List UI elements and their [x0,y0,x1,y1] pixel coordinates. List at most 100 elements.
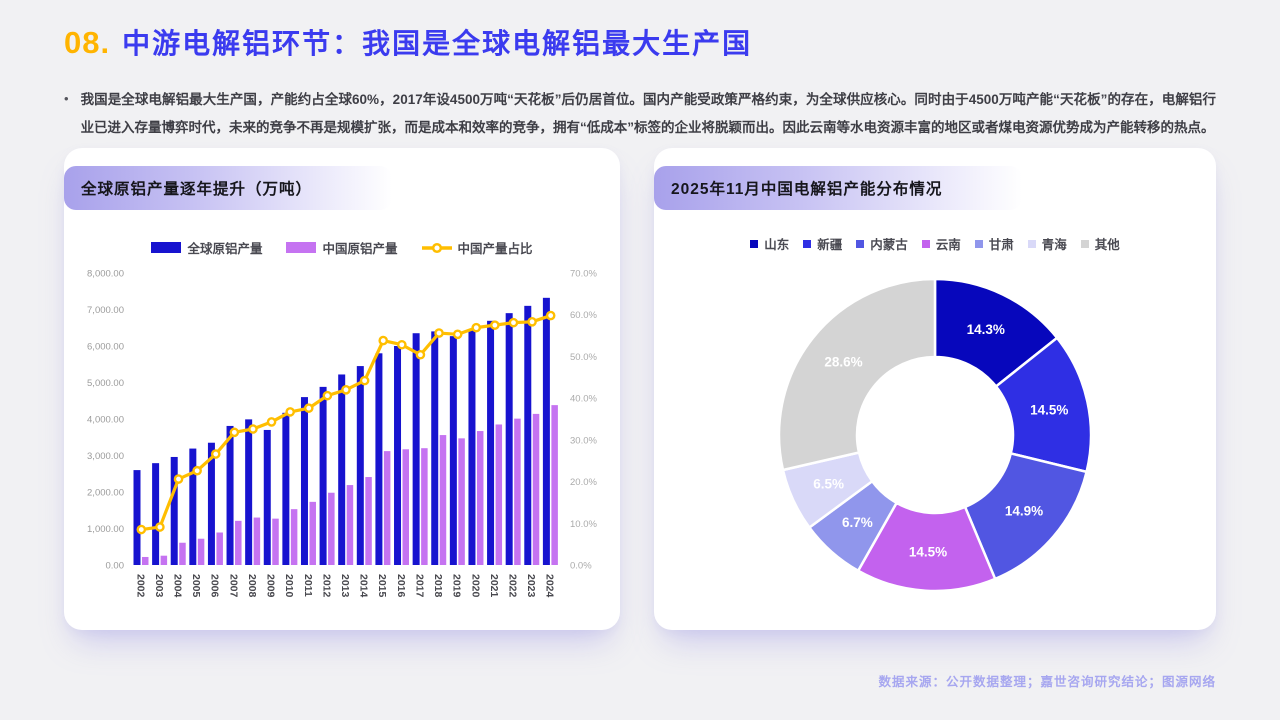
legend-swatch-icon [750,239,759,248]
bar-global [282,412,290,565]
line-point [434,328,444,338]
x-axis-tick: 2011 [302,574,314,597]
y-axis-right-tick: 10.0% [570,519,597,530]
x-axis-tick: 2008 [246,574,258,598]
legend-item: 甘肃 [974,234,1014,253]
line-point [155,522,165,532]
x-axis-tick: 2020 [469,574,481,598]
y-axis-right-tick: 20.0% [570,477,597,488]
legend-swatch-icon [856,239,865,248]
bar-global [245,419,253,565]
line-point [452,329,463,340]
bar-china [532,413,540,565]
line-point [545,310,556,321]
bar-global [449,336,457,565]
line-point [285,407,295,417]
legend-label: 中国产量占比 [457,242,533,256]
x-axis-tick: 2004 [172,574,184,598]
donut-slice-label: 14.5% [1030,402,1068,417]
bar-china [514,418,521,565]
bar-global [189,448,197,565]
bar-china [495,424,503,565]
bar-global [542,297,550,565]
line-point [415,349,426,360]
legend-swatch-icon [921,239,930,248]
donut-slice-label: 6.5% [813,476,844,491]
line-point [508,317,519,328]
bar-global [412,333,420,565]
x-axis-tick: 2010 [283,574,295,598]
line-point [303,403,314,413]
line-point [359,375,370,386]
x-axis-tick: 2002 [134,574,146,598]
bar-china [402,449,410,565]
page-title: 中游电解铝环节：我国是全球电解铝最大生产国 [122,28,753,59]
line-point [173,474,184,484]
bar-global [226,425,234,565]
line-point [210,449,221,459]
bar-china [551,405,558,565]
bar-china [216,532,223,565]
line-point [490,320,500,330]
bar-china [476,431,484,565]
x-axis-tick: 2024 [544,574,556,598]
bar-global [431,331,439,565]
x-axis-tick: 2012 [320,574,332,598]
bar-china [197,538,205,565]
x-axis-tick: 2015 [376,574,388,598]
bar-china [160,555,168,565]
intro-text: 我国是全球电解铝最大生产国，产能约占全球60%，2017年设4500万吨“天花板… [80,92,1216,135]
y-axis-left-tick: 1,000.00 [87,524,124,535]
donut-chart-card: 2025年11月中国电解铝产能分布情况 山东 新疆 内蒙古 云南 甘肃 青海 其他 14.3… [654,148,1216,630]
bar-global [468,329,476,565]
legend-item: 全球原铝产量 [151,238,262,257]
legend-item: 中国原铝产量 [286,238,398,257]
legend-item: 新疆 [803,234,842,253]
line-point [192,465,202,476]
bar-china [383,451,391,565]
line-point [527,317,537,327]
legend-item: 其他 [1080,234,1120,253]
y-axis-left-tick: 0.00 [106,561,125,572]
page-header: 08. 中游电解铝环节：我国是全球电解铝最大生产国 [64,22,752,62]
bar-china [458,438,465,565]
line-point [322,390,333,401]
x-axis-tick: 2003 [153,574,165,598]
intro-paragraph: • 我国是全球电解铝最大生产国，产能约占全球60%，2017年设4500万吨“天… [64,86,1216,141]
x-axis-tick: 2019 [451,574,463,598]
bar-china [142,556,149,565]
legend-swatch-icon [286,242,317,253]
bar-china [253,517,261,565]
legend-label: 全球原铝产量 [187,242,263,256]
bar-global [319,386,327,565]
x-axis-tick: 2006 [209,574,221,598]
bar-global [505,313,513,565]
data-source: 数据来源：公开数据整理；嘉世咨询研究结论；图源网络 [878,675,1216,689]
bar-global [524,305,532,565]
donut-slice-label: 6.7% [842,515,873,530]
bar-china [235,520,242,565]
legend-item: 青海 [1027,234,1067,253]
donut-slice-label: 14.3% [967,322,1005,337]
bar-global [394,346,402,565]
legend-item: 山东 [750,234,789,253]
line-point [471,322,482,333]
line-point [266,417,277,427]
line-point [248,424,258,434]
y-axis-left-tick: 5,000.00 [87,378,124,389]
y-axis-right-tick: 70.0% [570,269,597,280]
legend-item: 内蒙古 [856,234,908,253]
x-axis-tick: 2017 [413,574,425,598]
x-axis-tick: 2014 [358,574,370,598]
legend-label: 甘肃 [988,238,1014,252]
y-axis-left-tick: 8,000.00 [87,269,124,280]
bar-line-chart: 0.00 1,000.00 2,000.00 3,000.00 4,000.00 5,00… [72,261,620,618]
line-point [136,524,147,535]
donut-chart-svg: 14.3% 14.5% 14.9% 14.5% 6.7% 6.5% 28.6% [777,277,1093,593]
y-axis-left-tick: 7,000.00 [87,305,124,316]
y-axis-right-tick: 50.0% [570,352,597,363]
legend-line-icon [421,242,452,253]
bar-china [328,492,335,565]
legend-swatch-icon [803,239,812,248]
x-axis-tick: 2021 [488,574,500,598]
